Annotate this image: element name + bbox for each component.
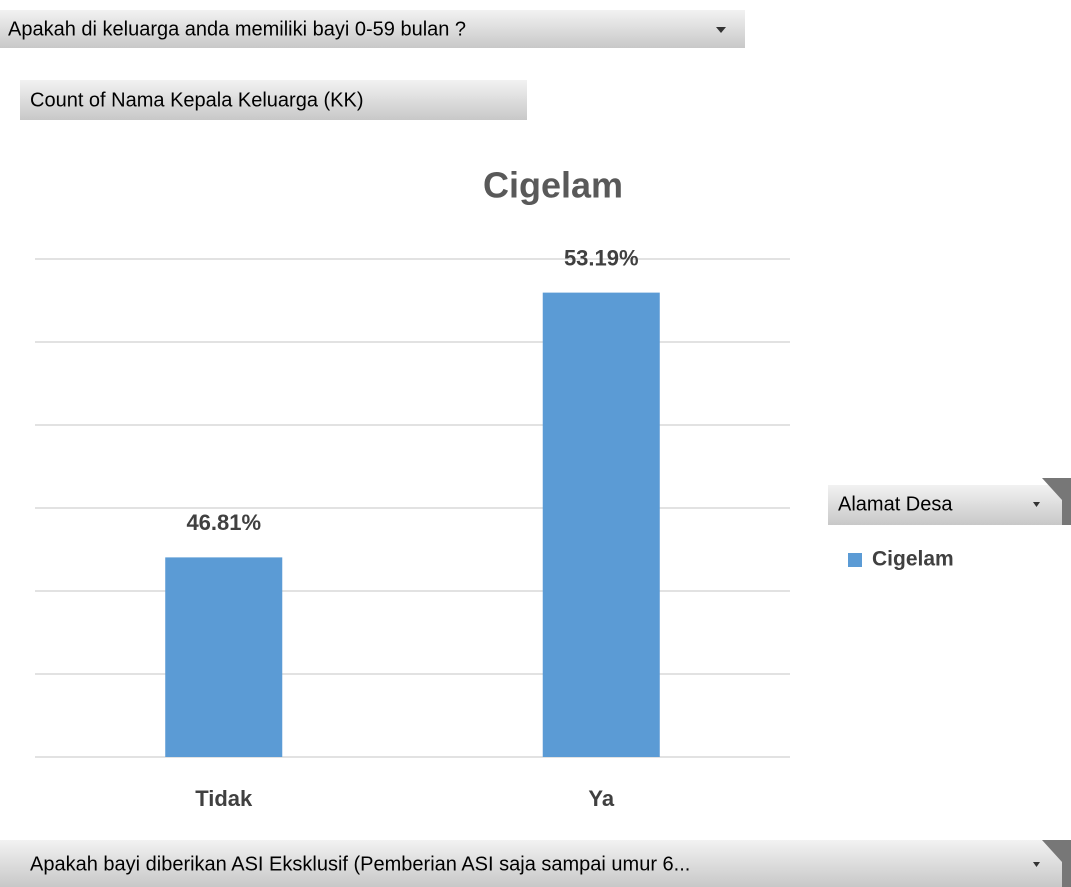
dropdown-arrow: [1033, 862, 1040, 867]
button-bg: [0, 840, 1071, 887]
legend-filter-button[interactable]: Alamat Desa: [828, 478, 1071, 525]
button-bg: [0, 10, 745, 48]
x-tick-label: Ya: [588, 786, 614, 811]
x-tick-label: Tidak: [195, 786, 253, 811]
value-field-label: Count of Nama Kepala Keluarga (KK): [30, 89, 364, 111]
chart-title: Cigelam: [483, 165, 623, 206]
value-field-button[interactable]: Count of Nama Kepala Keluarga (KK): [20, 80, 527, 120]
filter-icon: [1042, 478, 1071, 525]
data-label: 53.19%: [564, 245, 639, 270]
button-bg: [828, 485, 1071, 525]
data-label: 46.81%: [186, 510, 261, 535]
bar: [542, 292, 660, 757]
bar: [165, 557, 283, 757]
legend-swatch: [848, 553, 862, 567]
button-bg: [20, 80, 527, 120]
filter-icon: [1042, 840, 1071, 887]
dropdown-arrow: [1033, 502, 1040, 507]
report-filter-button[interactable]: Apakah di keluarga anda memiliki bayi 0-…: [0, 10, 745, 48]
legend-title: Alamat Desa: [838, 493, 953, 515]
axis-field-label: Apakah bayi diberikan ASI Eksklusif (Pem…: [30, 853, 690, 875]
legend-label: Cigelam: [872, 548, 954, 571]
dropdown-arrow: [716, 27, 726, 33]
report-filter-label: Apakah di keluarga anda memiliki bayi 0-…: [8, 18, 466, 40]
axis-field-button[interactable]: Apakah bayi diberikan ASI Eksklusif (Pem…: [0, 840, 1071, 887]
